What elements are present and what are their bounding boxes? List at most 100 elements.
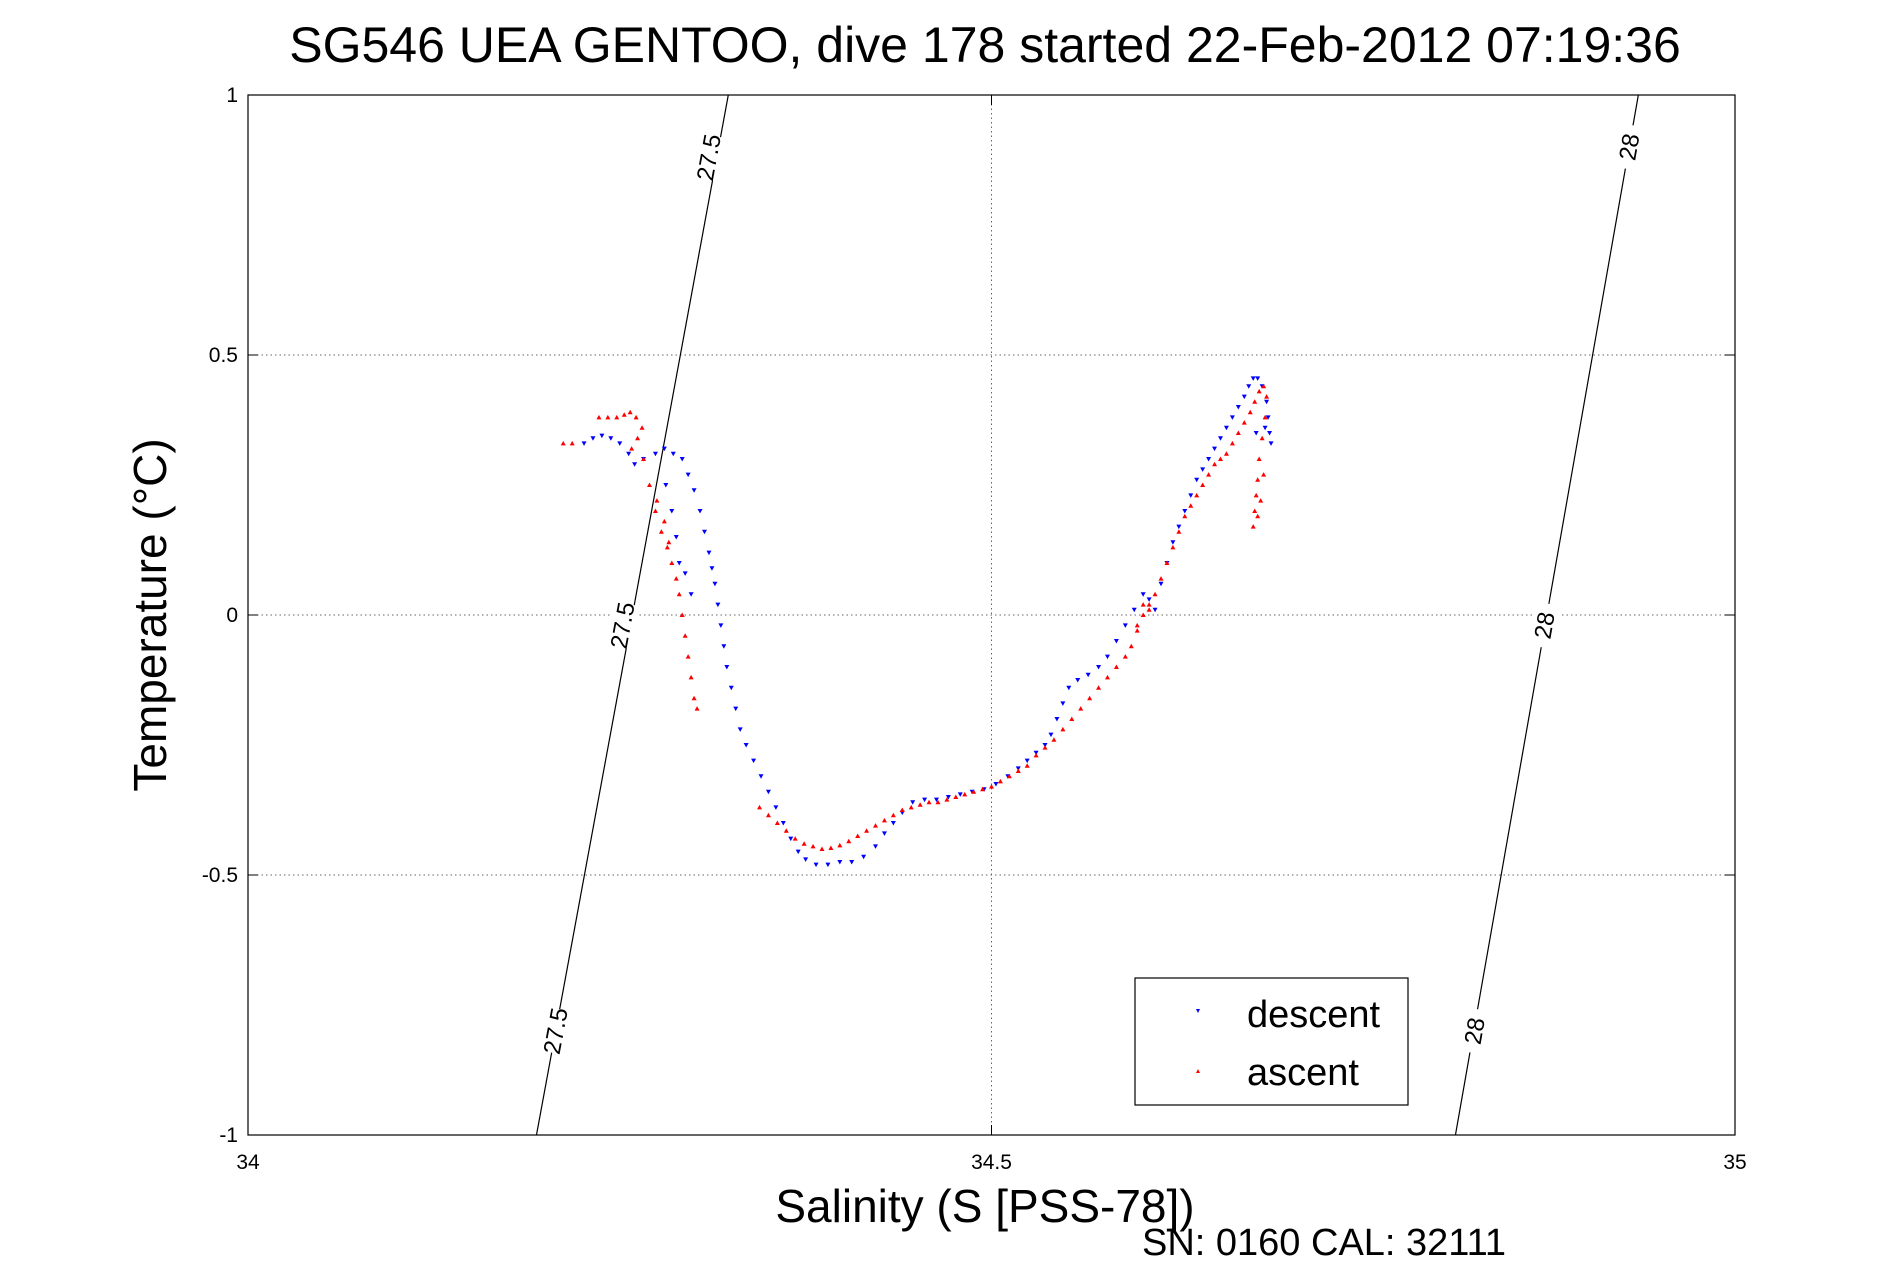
- descent-point: [1223, 425, 1229, 431]
- descent-point: [957, 792, 963, 797]
- descent-point: [709, 566, 715, 571]
- ascent-point: [944, 797, 950, 802]
- descent-point: [788, 836, 794, 842]
- descent-point: [861, 854, 867, 860]
- ascent-point: [846, 838, 852, 844]
- descent-point: [1264, 399, 1270, 405]
- descent-point: [669, 509, 675, 514]
- ascent-point: [828, 845, 834, 850]
- descent-point: [890, 821, 896, 826]
- ascent-point: [971, 789, 977, 794]
- ascent-point: [765, 812, 771, 818]
- ascent-point: [629, 446, 635, 451]
- ascent-point: [917, 802, 923, 807]
- ascent-point: [819, 846, 825, 851]
- ascent-point: [1264, 394, 1270, 399]
- descent-point: [945, 795, 951, 800]
- ascent-point: [962, 791, 968, 797]
- ascent-point: [1241, 420, 1247, 425]
- descent-point: [1152, 607, 1158, 613]
- descent-point: [813, 862, 819, 868]
- descent-point: [758, 774, 764, 779]
- ascent-point: [757, 804, 763, 810]
- density-contour-label: 28: [1614, 132, 1645, 163]
- ascent-point: [1262, 414, 1268, 420]
- descent-point: [993, 782, 999, 787]
- descent-point: [873, 844, 879, 849]
- ascent-point: [658, 529, 664, 534]
- descent-point: [1131, 607, 1137, 613]
- descent-point: [1206, 457, 1212, 462]
- ascent-point: [569, 440, 575, 446]
- ascent-point: [673, 576, 679, 581]
- ascent-point: [1206, 472, 1212, 477]
- ascent-point: [1212, 461, 1218, 467]
- ascent-point: [641, 456, 647, 461]
- descent-point: [1250, 376, 1256, 381]
- legend-descent-marker: [1196, 1009, 1200, 1013]
- ascent-point: [1140, 602, 1146, 607]
- ascent-point: [1122, 654, 1128, 659]
- x-tick-label: 35: [1723, 1151, 1746, 1174]
- descent-point: [721, 644, 727, 649]
- ascent-point: [676, 591, 682, 597]
- descent-point: [706, 550, 712, 556]
- descent-point: [1262, 425, 1268, 431]
- ascent-point: [1253, 492, 1259, 498]
- descent-point: [715, 602, 721, 608]
- density-contour-label: 28: [1460, 1016, 1491, 1047]
- ascent-point: [1128, 643, 1134, 649]
- footer-serial-calibration: SN: 0160 CAL: 32111: [1142, 1222, 1506, 1262]
- ascent-point: [873, 823, 879, 828]
- descent-point: [1265, 415, 1271, 420]
- density-contour-label-bg: [539, 1007, 573, 1055]
- ascent-point: [639, 425, 645, 430]
- ascent-point: [694, 706, 700, 711]
- x-tick-label: 34.5: [971, 1151, 1012, 1174]
- descent-point: [922, 797, 928, 803]
- ascent-point: [953, 794, 959, 799]
- ascent-point: [1250, 524, 1256, 529]
- ascent-point: [1256, 456, 1262, 461]
- ascent-point: [935, 799, 941, 805]
- ascent-point: [1255, 513, 1261, 519]
- descent-point: [663, 483, 669, 488]
- descent-point: [733, 706, 739, 712]
- descent-point: [1140, 592, 1146, 597]
- descent-point: [632, 462, 638, 467]
- ascent-point: [989, 784, 994, 789]
- legend-ascent-marker: [1196, 1069, 1200, 1073]
- ascent-point: [560, 440, 566, 446]
- ascent-point: [1051, 737, 1057, 742]
- ascent-point: [1229, 440, 1235, 446]
- descent-point: [1246, 384, 1252, 389]
- descent-point: [1075, 678, 1081, 683]
- ascent-point: [646, 482, 652, 487]
- descent-point: [837, 860, 843, 865]
- descent-point: [676, 561, 682, 566]
- ascent-point: [801, 841, 807, 846]
- ascent-point: [1060, 726, 1066, 732]
- descent-point: [679, 457, 685, 462]
- ascent-point: [980, 786, 986, 792]
- ascent-point: [792, 836, 798, 841]
- ascent-point: [1176, 529, 1182, 534]
- descent-point: [765, 789, 771, 795]
- descent-point: [803, 857, 809, 862]
- descent-point: [702, 529, 708, 535]
- grid: [248, 95, 1735, 1135]
- ascent-point: [1252, 399, 1258, 404]
- y-tick-label: 0: [226, 604, 238, 627]
- descent-point: [1158, 581, 1164, 587]
- ascent-point: [664, 544, 670, 550]
- descent-point: [1146, 597, 1152, 602]
- ascent-point: [652, 508, 658, 513]
- ascent-point: [633, 414, 639, 420]
- ascent-point: [1255, 477, 1261, 482]
- ascent-point: [1247, 409, 1253, 415]
- descent-point: [1255, 376, 1261, 381]
- x-tick-label: 34: [236, 1151, 260, 1174]
- ascent-point: [666, 539, 672, 545]
- descent-point: [743, 743, 749, 748]
- ascent-point: [837, 842, 843, 848]
